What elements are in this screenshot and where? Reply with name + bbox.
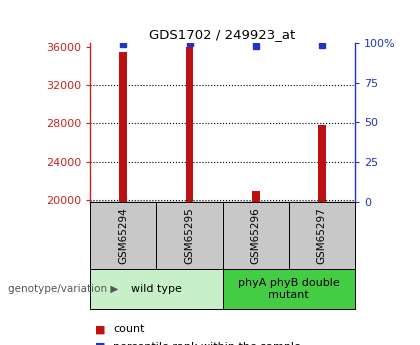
Text: GSM65295: GSM65295 bbox=[184, 207, 194, 264]
Text: GSM65297: GSM65297 bbox=[317, 207, 327, 264]
Bar bbox=[318, 125, 326, 202]
Text: GSM65296: GSM65296 bbox=[251, 207, 261, 264]
Text: wild type: wild type bbox=[131, 284, 182, 294]
Text: genotype/variation ▶: genotype/variation ▶ bbox=[8, 284, 119, 294]
Text: percentile rank within the sample: percentile rank within the sample bbox=[113, 342, 301, 345]
Bar bbox=[186, 47, 194, 202]
Text: phyA phyB double
mutant: phyA phyB double mutant bbox=[238, 278, 340, 300]
Text: GSM65294: GSM65294 bbox=[118, 207, 129, 264]
Bar bbox=[252, 191, 260, 202]
Title: GDS1702 / 249923_at: GDS1702 / 249923_at bbox=[150, 28, 296, 41]
Text: ■: ■ bbox=[94, 325, 105, 334]
Bar bbox=[119, 52, 127, 202]
Text: count: count bbox=[113, 325, 145, 334]
Text: ■: ■ bbox=[94, 342, 105, 345]
